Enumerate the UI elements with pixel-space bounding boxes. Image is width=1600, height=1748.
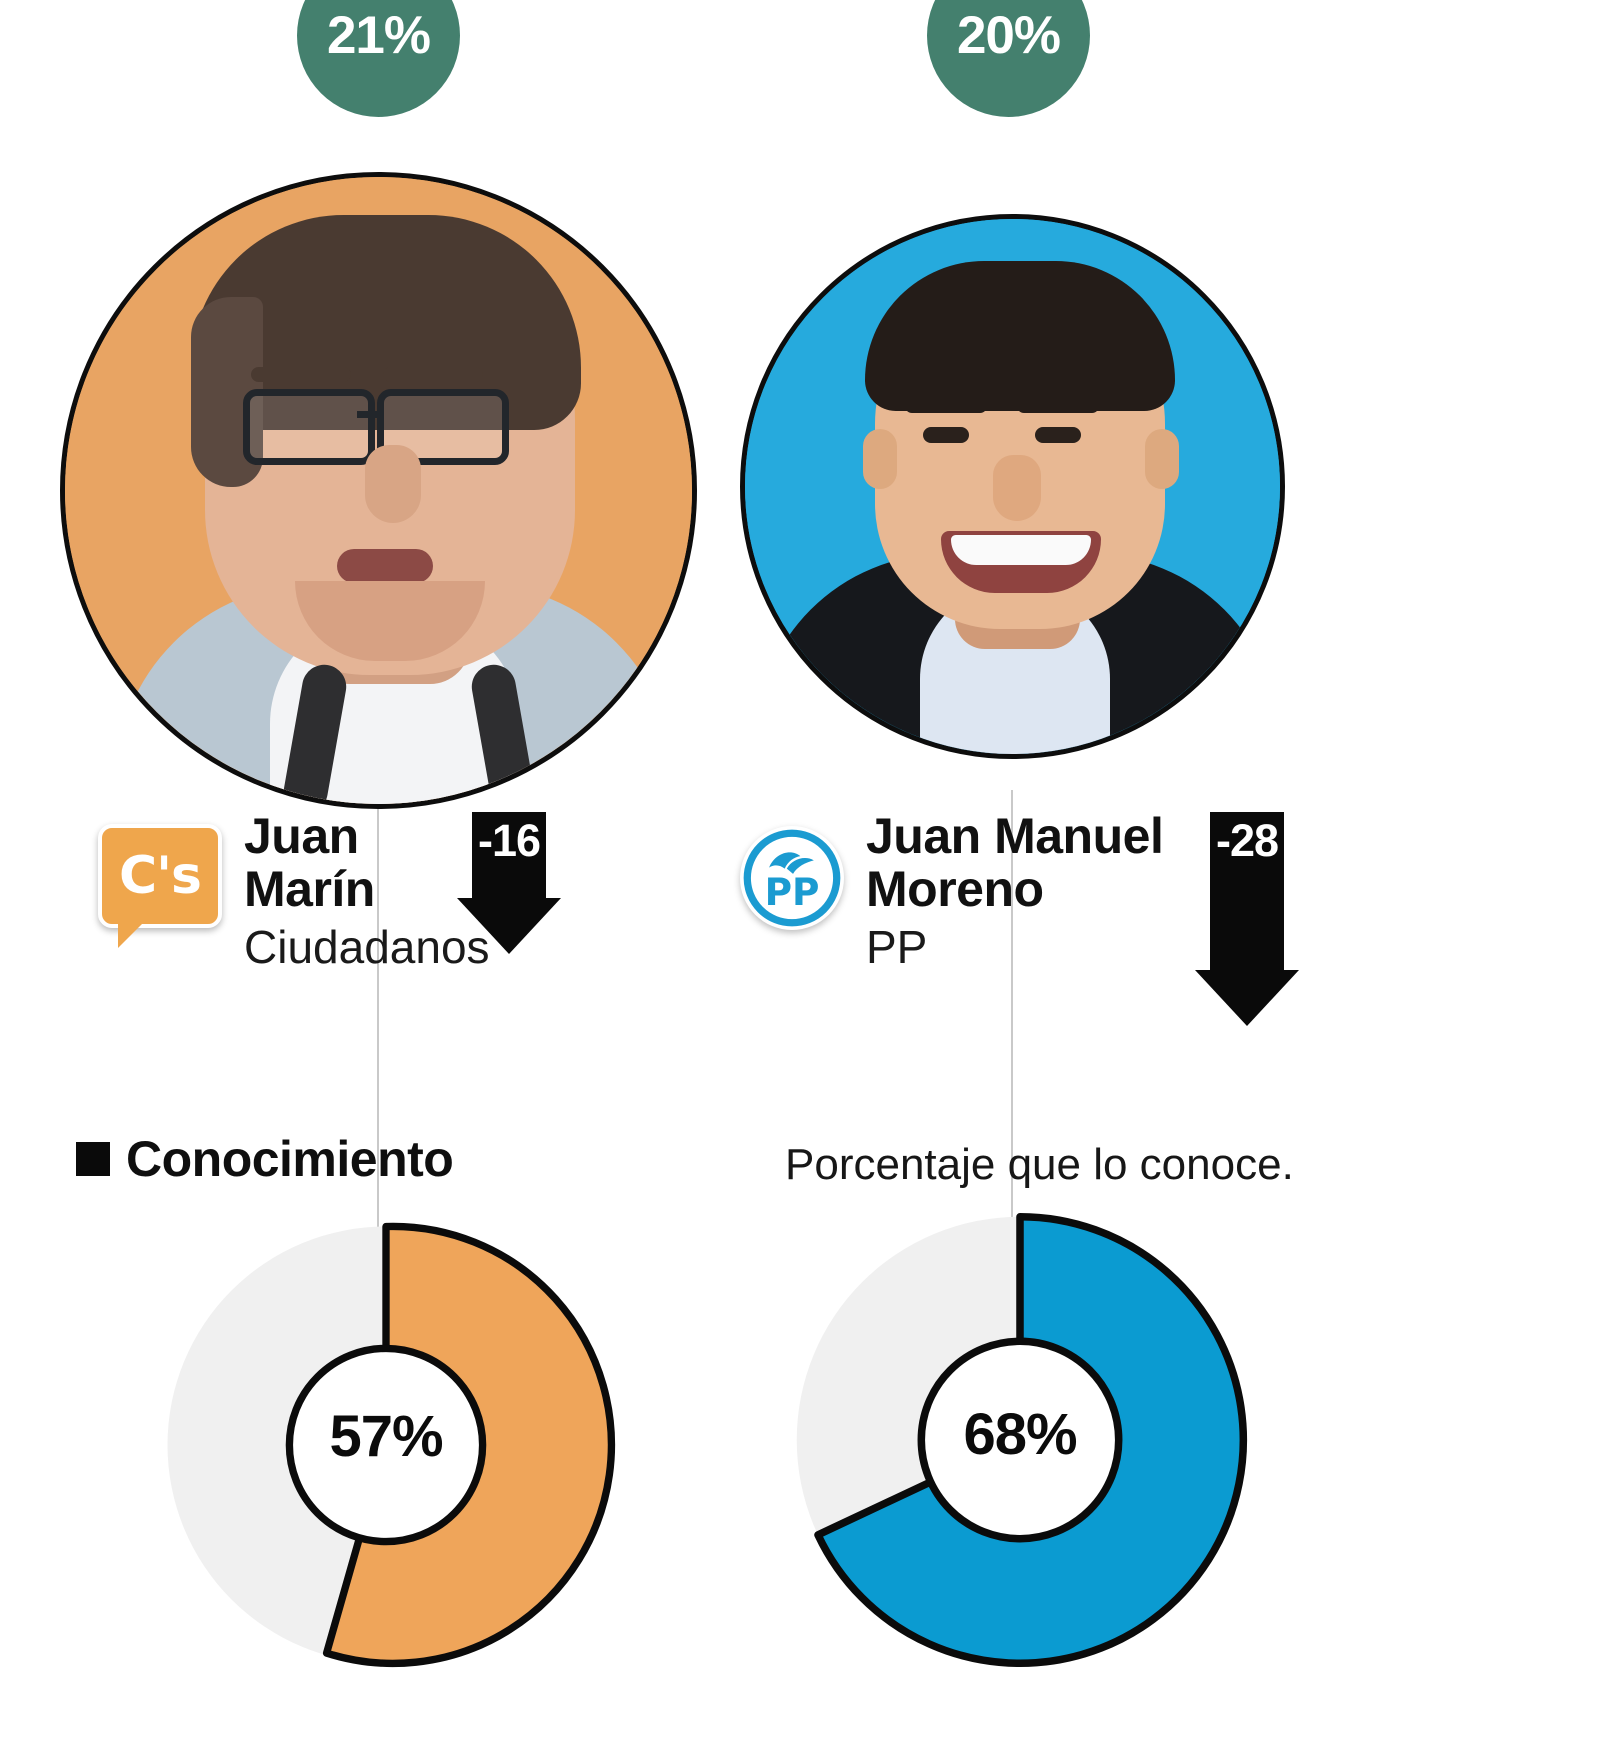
candidate-card-juan-manuel-moreno: 20% [740, 0, 1420, 1748]
portrait-eyebrow-right [1017, 399, 1099, 413]
legend-note-text: Porcentaje que lo conoce. [785, 1140, 1294, 1189]
portrait-mouth [941, 531, 1101, 593]
portrait-ear-right [1145, 429, 1179, 489]
legend-label: Conocimiento [126, 1131, 454, 1187]
portrait-teeth [951, 535, 1091, 565]
glasses-bridge-icon [357, 411, 383, 418]
legend-conocimiento: Conocimiento [76, 1130, 454, 1188]
donut-chart-juan-marin: 57% [156, 1215, 616, 1675]
donut-chart-juan-manuel-moreno: 68% [785, 1205, 1255, 1675]
portrait-illustration [65, 177, 692, 804]
delta-value: -16 [477, 815, 541, 866]
portrait-nose [365, 445, 421, 523]
party-row: C's Juan Marín Ciudadanos [98, 810, 490, 977]
donut-hole [285, 1344, 487, 1546]
portrait-eyebrow-left [905, 399, 987, 413]
candidate-name-line-2: Marín [244, 860, 375, 917]
guide-line [377, 790, 379, 1350]
candidate-portrait-juan-marin [60, 172, 697, 809]
candidate-party-label: PP [866, 921, 928, 973]
portrait-eye-right [1035, 427, 1081, 443]
donut-hole [917, 1337, 1123, 1543]
delta-value: -28 [1215, 815, 1279, 866]
delta-arrow-badge: -16 [457, 812, 561, 954]
candidate-name-line-2: Moreno [866, 860, 1044, 917]
top-percent-value: 20% [956, 6, 1061, 65]
donut-chart-svg [796, 1212, 1248, 1667]
portrait-eyebrow-right [383, 367, 483, 382]
pp-logo-svg: PP [743, 829, 841, 927]
arrow-down-icon [1195, 970, 1299, 1026]
portrait-eye-left [923, 427, 969, 443]
delta-arrow-shaft: -16 [472, 812, 546, 898]
top-percent-badge: 21% [297, 0, 460, 117]
glasses-lens-left-icon [243, 389, 375, 465]
candidate-name-line-1: Juan Manuel [866, 808, 1164, 864]
top-percent-value: 21% [326, 6, 431, 65]
glasses-lens-right-icon [377, 389, 509, 465]
portrait-mouth [337, 549, 433, 583]
candidate-portrait-juan-manuel-moreno [740, 214, 1285, 759]
ciudadanos-logo-text: C's [118, 846, 202, 906]
candidate-name-block: Juan Manuel Moreno PP [866, 808, 1164, 977]
ciudadanos-logo: C's [98, 824, 222, 948]
portrait-nose [993, 455, 1041, 521]
portrait-illustration [745, 219, 1280, 754]
portrait-ear-left [863, 429, 897, 489]
candidate-name-block: Juan Marín Ciudadanos [244, 810, 490, 977]
arrow-down-icon [457, 898, 561, 954]
guide-line [1011, 790, 1013, 1350]
top-percent-badge: 20% [927, 0, 1090, 117]
portrait-eyebrow-left [251, 367, 351, 382]
speech-bubble-tail-icon [118, 922, 144, 948]
pp-logo: PP [740, 826, 844, 930]
legend-note: Porcentaje que lo conoce. [785, 1140, 1294, 1190]
candidate-party-label: Ciudadanos [244, 921, 490, 973]
donut-chart-svg [167, 1222, 616, 1667]
delta-arrow-badge: -28 [1195, 812, 1299, 1026]
svg-text:PP: PP [765, 870, 820, 914]
candidate-card-juan-marin: 21% [38, 0, 718, 1748]
delta-arrow-shaft: -28 [1210, 812, 1284, 970]
portrait-hair [865, 261, 1175, 411]
party-row: PP Juan Manuel Moreno PP [740, 808, 1164, 977]
candidate-name-line-1: Juan [244, 808, 359, 864]
legend-swatch-icon [76, 1142, 110, 1176]
